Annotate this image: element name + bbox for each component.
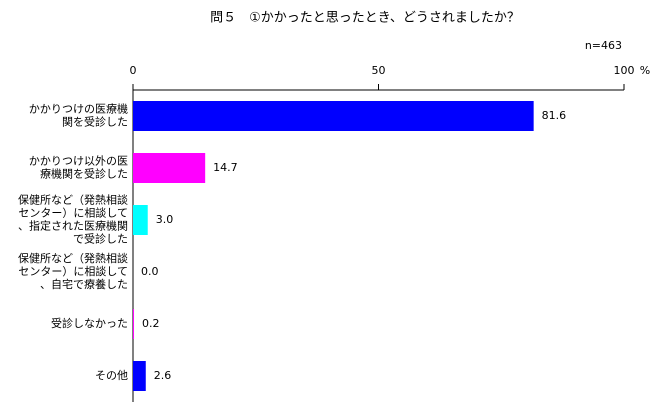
category-label: 、指定された医療機関 <box>18 219 128 233</box>
category-label: 療機関を受診した <box>40 167 128 181</box>
x-tick-label: 0 <box>130 64 137 77</box>
bar <box>133 153 206 183</box>
category-label: かかりつけの医療機 <box>29 102 128 116</box>
value-label: 0.2 <box>142 317 160 330</box>
value-label: 2.6 <box>154 369 172 382</box>
category-label: かかりつけ以外の医 <box>29 155 128 168</box>
value-label: 14.7 <box>213 161 238 174</box>
category-label: 保健所など（発熱相談 <box>18 193 128 207</box>
bar <box>133 309 134 339</box>
bar <box>133 205 148 235</box>
category-label: で受診した <box>73 232 128 246</box>
sample-size: n=463 <box>585 39 622 52</box>
bar <box>133 361 146 391</box>
chart-title: 問５ ①かかったと思ったとき、どうされましたか？ <box>210 11 520 26</box>
category-label: センター）に相談して <box>18 206 128 220</box>
bar <box>133 101 534 131</box>
category-label: その他 <box>95 369 128 382</box>
x-unit: % <box>640 64 650 77</box>
category-label: 保健所など（発熱相談 <box>18 251 128 265</box>
category-label: 受診しなかった <box>51 316 128 330</box>
category-label: 関を受診した <box>62 115 128 129</box>
value-label: 0.0 <box>141 265 159 278</box>
category-label: センター）に相談して <box>18 264 128 278</box>
x-tick-label: 100 <box>614 64 635 77</box>
value-label: 3.0 <box>156 213 174 226</box>
category-label: 、自宅で療養した <box>40 277 128 291</box>
x-tick-label: 50 <box>372 64 386 77</box>
value-label: 81.6 <box>542 109 567 122</box>
